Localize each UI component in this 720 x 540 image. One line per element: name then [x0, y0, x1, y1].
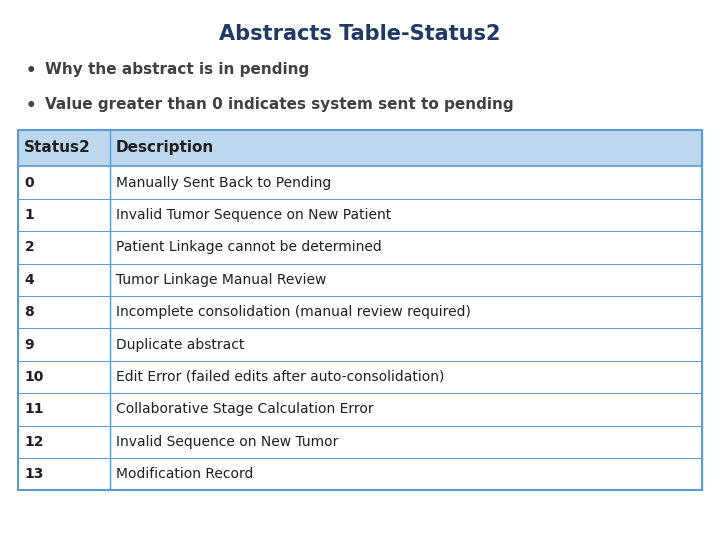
- Text: 2: 2: [24, 240, 35, 254]
- Text: 11: 11: [24, 402, 44, 416]
- Text: 12: 12: [24, 435, 44, 449]
- Text: Edit Error (failed edits after auto-consolidation): Edit Error (failed edits after auto-cons…: [116, 370, 444, 384]
- Bar: [18, 426, 702, 458]
- Text: Abstracts Table-Status2: Abstracts Table-Status2: [220, 24, 500, 44]
- Bar: [18, 166, 702, 199]
- Bar: [18, 393, 702, 426]
- Bar: [18, 328, 702, 361]
- Bar: [18, 361, 702, 393]
- Text: Incomplete consolidation (manual review required): Incomplete consolidation (manual review …: [116, 305, 471, 319]
- Text: Invalid Sequence on New Tumor: Invalid Sequence on New Tumor: [116, 435, 338, 449]
- Text: 10: 10: [24, 370, 44, 384]
- Text: Invalid Tumor Sequence on New Patient: Invalid Tumor Sequence on New Patient: [116, 208, 392, 222]
- Bar: [18, 296, 702, 328]
- Text: 9: 9: [24, 338, 34, 352]
- Text: Value greater than 0 indicates system sent to pending: Value greater than 0 indicates system se…: [45, 97, 514, 112]
- Text: 0: 0: [24, 176, 34, 190]
- Text: Why the abstract is in pending: Why the abstract is in pending: [45, 62, 310, 77]
- Bar: [18, 130, 702, 166]
- Text: 8: 8: [24, 305, 35, 319]
- Bar: [18, 231, 702, 264]
- Text: Manually Sent Back to Pending: Manually Sent Back to Pending: [116, 176, 331, 190]
- Bar: [18, 264, 702, 296]
- Text: Duplicate abstract: Duplicate abstract: [116, 338, 245, 352]
- Text: Modification Record: Modification Record: [116, 467, 253, 481]
- Bar: [18, 199, 702, 231]
- Text: Status2: Status2: [24, 140, 91, 156]
- Text: •: •: [25, 97, 36, 115]
- Bar: [18, 130, 702, 490]
- Text: Description: Description: [116, 140, 215, 156]
- Bar: [18, 458, 702, 490]
- Text: Collaborative Stage Calculation Error: Collaborative Stage Calculation Error: [116, 402, 374, 416]
- Text: Patient Linkage cannot be determined: Patient Linkage cannot be determined: [116, 240, 382, 254]
- Text: Tumor Linkage Manual Review: Tumor Linkage Manual Review: [116, 273, 326, 287]
- Text: 13: 13: [24, 467, 44, 481]
- Text: •: •: [25, 62, 36, 80]
- Text: 4: 4: [24, 273, 35, 287]
- Text: 1: 1: [24, 208, 35, 222]
